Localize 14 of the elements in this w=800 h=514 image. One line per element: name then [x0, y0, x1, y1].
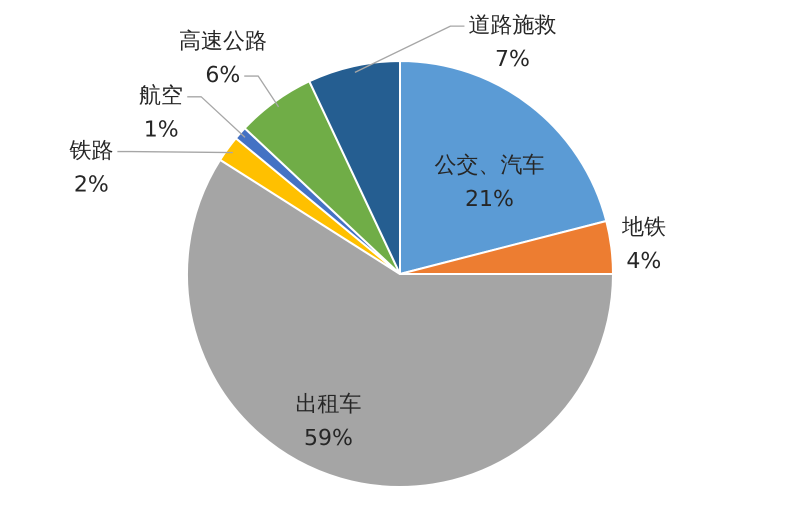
- data-label: 4%: [626, 248, 662, 274]
- slice-label: 出租车: [295, 392, 362, 417]
- slice-label: 航空: [139, 84, 184, 109]
- data-label: 21%: [465, 187, 514, 212]
- data-label: 6%: [205, 62, 240, 88]
- data-label: 7%: [495, 46, 530, 72]
- data-label: 1%: [144, 118, 179, 143]
- slice-label: 铁路: [68, 138, 114, 164]
- slice-label: 公交、汽车: [434, 153, 544, 178]
- slice-label: 高速公路: [178, 28, 267, 54]
- slice-label: 地铁: [620, 214, 666, 240]
- slice-label: 道路施救: [468, 12, 556, 38]
- data-label: 2%: [74, 172, 109, 198]
- data-label: 59%: [304, 426, 353, 451]
